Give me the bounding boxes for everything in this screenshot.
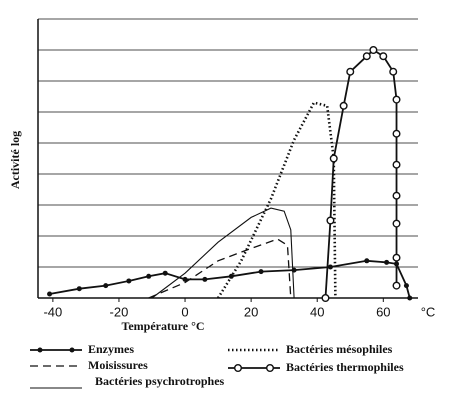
series-line [216, 101, 337, 299]
point [69, 347, 75, 353]
point [103, 283, 109, 289]
point [362, 52, 371, 61]
point [392, 95, 401, 104]
legend-label: Moisissures [88, 358, 148, 372]
x-unit: °C [421, 304, 436, 319]
point [329, 154, 338, 163]
x-tick-label: 60 [376, 304, 390, 319]
point [407, 295, 413, 301]
point [321, 294, 330, 303]
point [47, 291, 53, 297]
point [162, 270, 168, 276]
point [258, 269, 264, 275]
point [146, 273, 152, 279]
series-line [148, 238, 292, 299]
point [326, 216, 335, 225]
point [392, 281, 401, 290]
legend-label: Bactéries mésophiles [286, 342, 393, 356]
point [233, 364, 242, 373]
point [76, 286, 82, 292]
point [389, 67, 398, 76]
point [369, 46, 378, 55]
point [403, 283, 409, 289]
point [327, 264, 333, 270]
point [392, 191, 401, 200]
point [202, 276, 208, 282]
x-tick-label: -20 [110, 304, 129, 319]
x-tick-label: 20 [244, 304, 258, 319]
legend-label: Enzymes [88, 342, 134, 356]
point [339, 101, 348, 110]
legend-label: Bactéries thermophiles [286, 360, 404, 374]
point [384, 259, 390, 265]
point [392, 219, 401, 228]
x-axis-title: Température °C [121, 319, 204, 333]
point [392, 129, 401, 138]
point [392, 253, 401, 262]
series-line [324, 48, 398, 299]
point [126, 278, 132, 284]
legend-label: Bactéries psychrotrophes [95, 374, 225, 388]
series-line [49, 259, 411, 299]
point [182, 276, 188, 282]
x-tick-label: 40 [310, 304, 324, 319]
y-axis-title: Activité log [8, 131, 22, 189]
series-line [151, 207, 295, 299]
x-tick-label: -40 [43, 304, 62, 319]
point [392, 160, 401, 169]
point [266, 364, 275, 373]
x-tick-label: 0 [181, 304, 188, 319]
point [346, 67, 355, 76]
point [37, 347, 43, 353]
point [379, 52, 388, 61]
point [364, 258, 370, 264]
